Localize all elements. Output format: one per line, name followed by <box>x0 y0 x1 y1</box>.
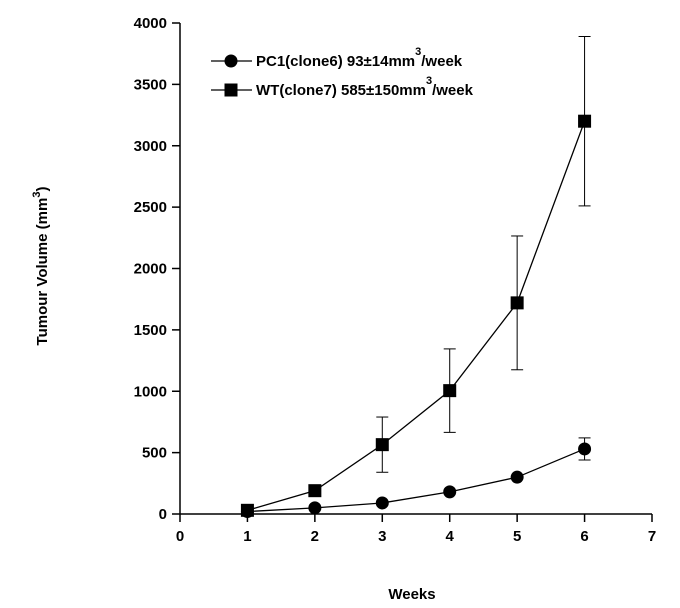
series-2 <box>240 36 592 517</box>
data-point <box>510 296 524 310</box>
x-tick-label: 4 <box>446 528 455 545</box>
data-point <box>578 442 592 456</box>
y-tick-label: 1000 <box>134 383 167 400</box>
series-layer <box>240 36 592 519</box>
data-point <box>510 470 524 484</box>
data-point <box>375 496 389 510</box>
data-point <box>308 484 322 498</box>
y-tick-label: 4000 <box>134 15 167 32</box>
legend-marker <box>224 54 238 68</box>
x-tick-label: 2 <box>311 528 319 545</box>
y-axis-title-end: ) <box>34 187 51 192</box>
y-axis-title-main: Tumour Volume (mm <box>34 198 51 346</box>
x-tick-label: 3 <box>378 528 386 545</box>
data-point <box>443 485 457 499</box>
legend-marker <box>224 83 238 97</box>
data-point <box>308 501 322 515</box>
y-tick-label: 1500 <box>134 322 167 339</box>
x-tick-label: 6 <box>580 528 588 545</box>
x-tick-label: 0 <box>176 528 184 545</box>
x-tick-label: 5 <box>513 528 521 545</box>
x-tick-label: 1 <box>243 528 251 545</box>
y-axis-title-sup: 3 <box>31 192 43 198</box>
y-tick-label: 3000 <box>134 138 167 155</box>
series-line <box>247 120 586 511</box>
series-line <box>247 448 585 513</box>
x-axis-title: Weeks <box>388 586 435 603</box>
legend-label: WT(clone7) 585±150mm3/week <box>256 75 474 99</box>
y-tick-label: 3500 <box>134 76 167 93</box>
data-point <box>443 384 457 398</box>
legend-label: PC1(clone6) 93±14mm3/week <box>256 46 463 70</box>
data-point <box>375 438 389 452</box>
series-1 <box>240 437 592 519</box>
y-axis-title: Tumour Volume (mm3) <box>31 187 51 346</box>
x-tick-label: 7 <box>648 528 656 545</box>
y-tick-label: 2000 <box>134 261 167 278</box>
data-point <box>240 503 254 517</box>
y-tick-label: 0 <box>159 506 167 523</box>
y-tick-label: 500 <box>142 445 167 462</box>
legend: PC1(clone6) 93±14mm3/week WT(clone7) 585±… <box>211 46 474 99</box>
y-tick-label: 2500 <box>134 199 167 216</box>
axes: 0 500 1000 1500 2000 2500 3000 3500 4000 0 1 2 3 4 5 6 7 <box>134 15 657 545</box>
data-point <box>578 114 592 128</box>
